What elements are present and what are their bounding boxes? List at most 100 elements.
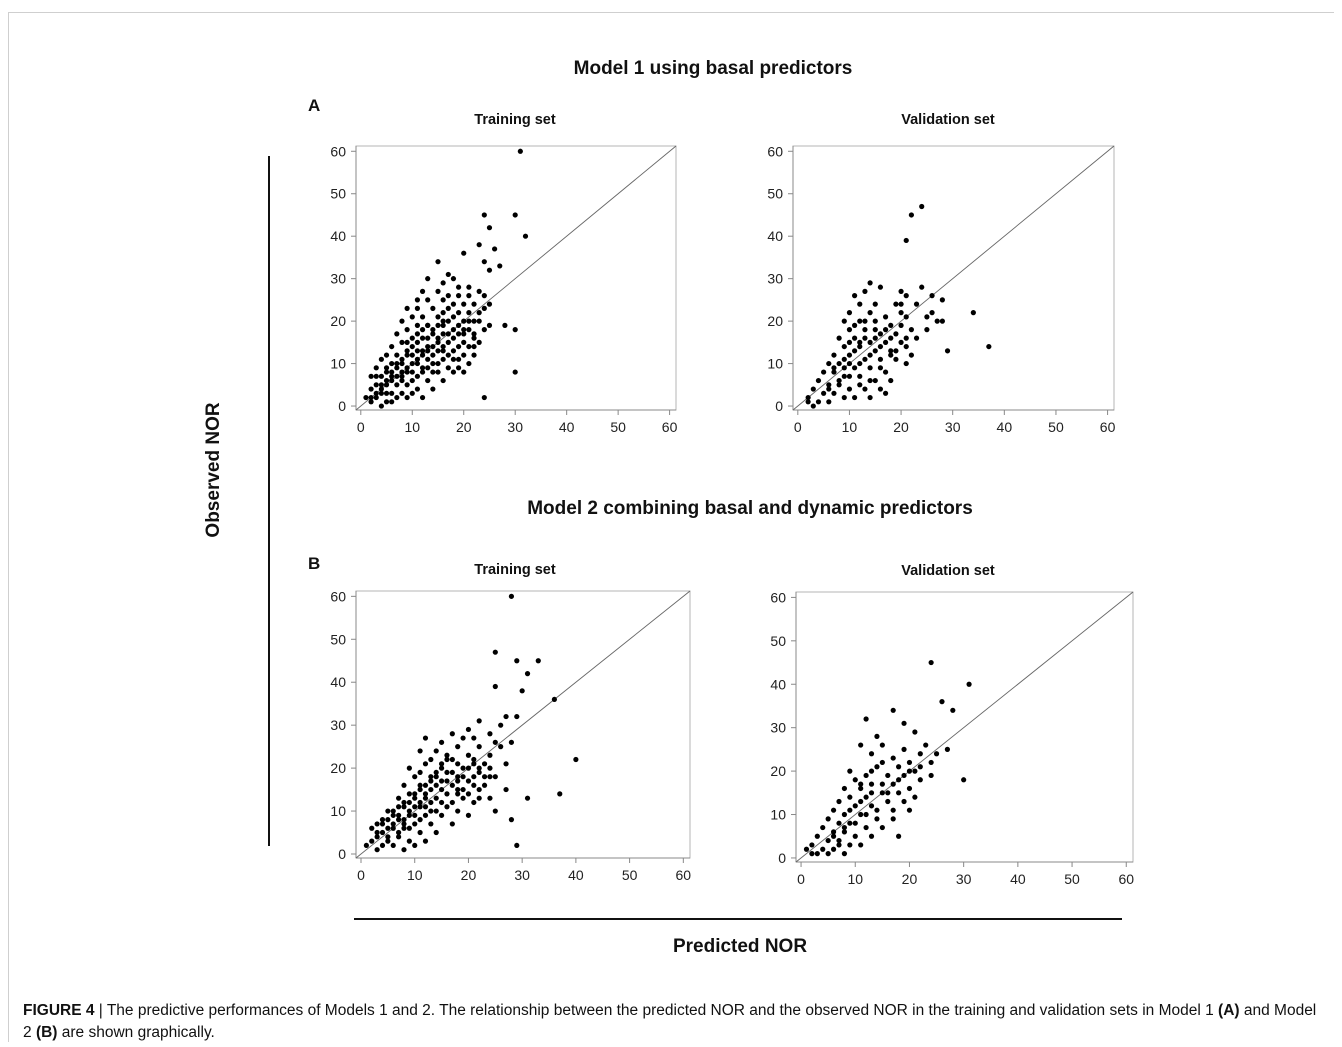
data-point [868,803,875,809]
data-point [517,148,523,154]
data-point [389,369,395,375]
data-point [874,807,880,813]
data-point [858,785,864,792]
y-tick-label: 20 [330,760,346,776]
data-point [379,842,386,849]
data-point [486,301,493,307]
data-point [406,812,412,818]
x-tick-label: 30 [514,867,530,883]
data-point [422,735,429,741]
data-point [903,360,909,367]
data-point [514,842,520,849]
data-point [846,360,853,367]
data-point [919,203,925,210]
data-point [917,764,923,770]
data-point [414,322,421,328]
y-tick-label: 20 [770,763,786,779]
data-point [422,804,429,810]
data-point [508,817,515,823]
data-point [406,825,412,831]
data-point [471,761,477,767]
data-point [929,310,935,316]
data-point [924,327,930,333]
data-point [455,343,462,350]
data-point [422,795,429,801]
data-point [857,373,863,379]
data-point [487,795,493,801]
data-point [409,360,415,367]
data-point [503,761,509,767]
data-point [893,356,899,362]
data-point [874,764,880,770]
data-point [498,722,504,728]
x-tick-label: 30 [507,419,523,435]
data-point [374,821,380,827]
data-point [409,335,415,341]
data-point [852,293,858,299]
data-point [867,339,873,345]
data-point [419,394,426,401]
data-point [852,833,858,839]
data-point [486,267,493,273]
data-point [901,720,907,726]
data-point [814,833,820,839]
data-point [831,390,837,396]
data-point [412,842,418,849]
data-point [455,791,461,797]
data-point [425,276,431,282]
data-point [912,794,918,800]
data-point [435,339,441,345]
data-point [438,761,445,767]
data-point [440,356,446,362]
data-point [422,782,429,788]
data-point [450,314,457,320]
data-point [438,765,445,771]
data-point [471,331,477,337]
data-point [390,842,396,849]
data-point [847,842,853,848]
data-point [896,833,902,839]
data-point [846,310,853,316]
data-point [836,837,842,844]
x-tick-label: 30 [956,871,972,887]
data-point [414,386,421,392]
data-point [803,846,810,852]
data-point [422,812,429,818]
data-point [826,399,832,405]
data-point [874,816,880,822]
x-tick-label: 10 [847,871,863,887]
caption-ref-a: (A) [1218,1002,1240,1019]
data-point [385,834,391,840]
data-point [461,331,467,337]
data-point [882,327,889,333]
data-point [450,356,457,362]
data-point [409,390,415,396]
data-point [389,343,395,350]
data-point [476,242,482,248]
data-point [841,365,847,371]
data-point [396,829,402,836]
data-point [401,821,407,827]
data-point [508,739,515,745]
data-point [399,369,405,375]
data-point [412,804,418,810]
data-point [445,365,451,371]
data-point [476,318,482,324]
data-point [471,782,477,788]
data-point [374,834,380,840]
data-point [399,390,405,396]
data-point [810,386,816,392]
data-point [419,348,426,354]
data-point [929,293,935,299]
data-point [396,834,402,840]
data-point [826,382,832,388]
data-point [551,696,557,703]
data-point [455,778,461,784]
data-point [450,327,457,333]
data-point [438,739,445,745]
data-point [862,288,868,294]
data-point [879,781,885,787]
data-point [430,305,436,311]
data-point [379,829,386,836]
data-point [465,726,472,733]
